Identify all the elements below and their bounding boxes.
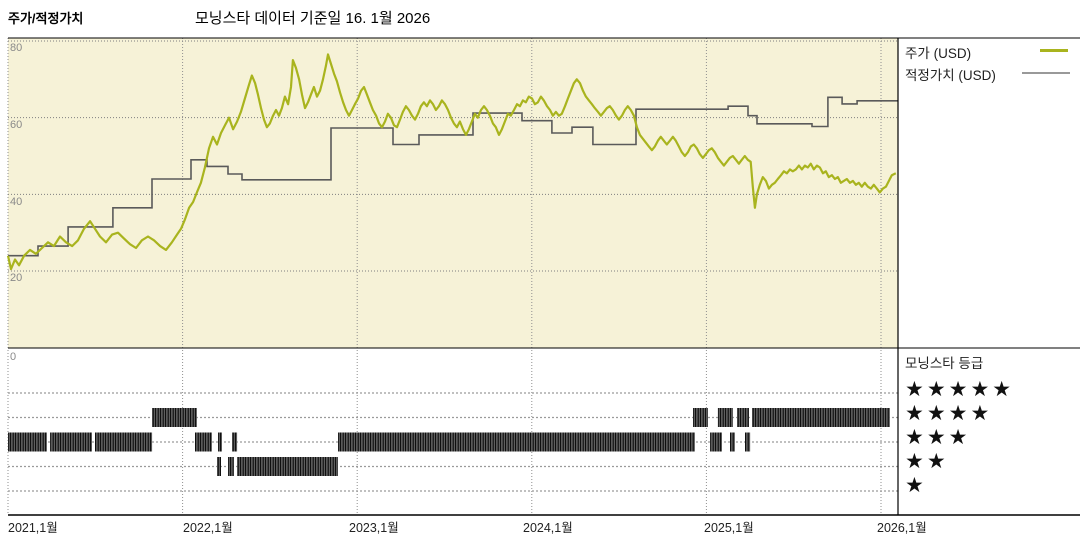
x-tick-2025: 2025,1월	[704, 521, 754, 535]
rating-row-4-stars: ★★★★	[905, 402, 993, 425]
x-tick-2022: 2022,1월	[183, 521, 233, 535]
rating-legend-title: 모닝스타 등급	[905, 356, 984, 371]
chart-title: 모닝스타 데이터 기준일 16. 1월 2026	[195, 10, 431, 27]
y-tick-60: 60	[10, 119, 23, 131]
x-tick-2024: 2024,1월	[523, 521, 573, 535]
x-tick-2026: 2026,1월	[877, 521, 927, 535]
rating-row-5-stars: ★★★★★	[905, 378, 1015, 401]
x-tick-2021: 2021,1월	[8, 521, 58, 535]
rating-row-3-stars: ★★★	[905, 426, 971, 449]
chart-y-axis-title: 주가/적정가치	[8, 11, 84, 26]
x-tick-2023: 2023,1월	[349, 521, 399, 535]
y-tick-40: 40	[10, 196, 23, 208]
legend-item-price: 주가 (USD)	[905, 46, 972, 61]
y-tick-80: 80	[10, 42, 23, 54]
y-tick-20: 20	[10, 272, 23, 284]
rating-row-1-star: ★	[905, 474, 927, 497]
legend-item-fair-value: 적정가치 (USD)	[905, 68, 996, 83]
price-line-swatch	[1040, 49, 1068, 52]
y-tick-0: 0	[10, 351, 17, 363]
fair-value-line-swatch	[1022, 72, 1070, 74]
rating-row-2-stars: ★★	[905, 450, 949, 473]
